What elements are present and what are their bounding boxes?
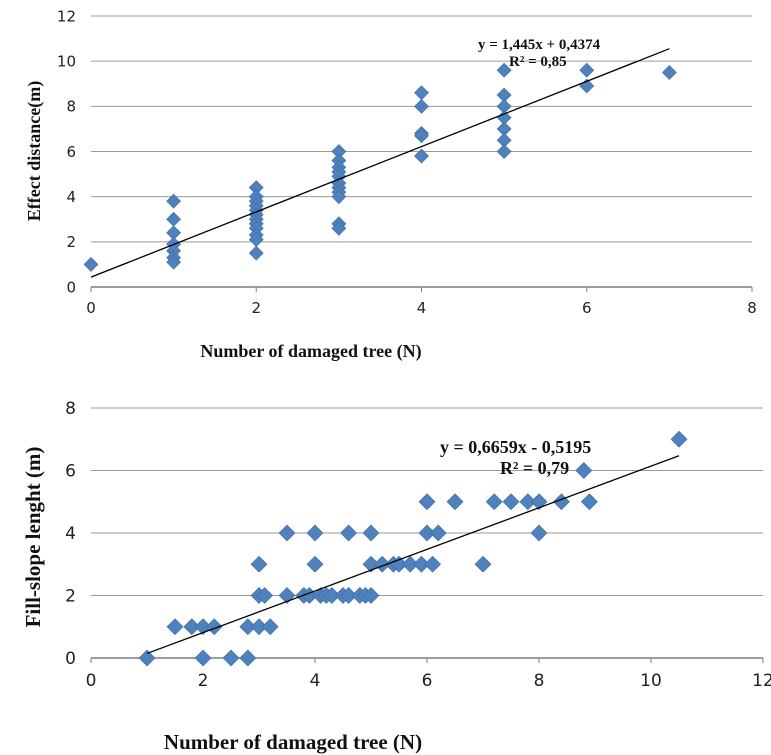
x-tick-label: 6 <box>422 671 433 691</box>
effect-distance-scatter-chart: 0 2 4 6 8 10 12 0 2 4 6 8 y = 1,445x + 0,4374 R² =… <box>24 7 757 362</box>
data-point <box>278 524 296 542</box>
y-tick-label: 4 <box>66 188 76 206</box>
data-point <box>418 493 436 511</box>
r-squared-label: R² = 0,85 <box>509 54 567 70</box>
data-point <box>239 649 257 667</box>
data-point <box>414 128 429 144</box>
x-tick-label: 4 <box>310 671 321 691</box>
x-tick-label: 10 <box>640 671 662 691</box>
y-tick-label: 0 <box>65 649 76 669</box>
data-point <box>248 245 264 261</box>
data-point <box>412 555 430 573</box>
data-point <box>166 193 182 209</box>
data-point <box>414 85 429 101</box>
data-point <box>575 462 593 479</box>
data-point <box>323 587 341 604</box>
x-tick-label: 8 <box>747 299 757 317</box>
data-point <box>670 430 688 448</box>
y-tick-label: 8 <box>65 399 76 419</box>
x-tick-labels: 0 2 4 6 8 <box>86 287 757 317</box>
r-squared-label: R² = 0,79 <box>500 458 569 478</box>
y-tick-label: 4 <box>65 524 76 544</box>
data-point <box>194 649 212 667</box>
data-point <box>256 587 274 604</box>
data-point <box>306 555 324 573</box>
data-point <box>502 493 520 511</box>
trend-equation: y = 1,445x + 0,4374 <box>478 37 601 53</box>
data-point <box>418 524 436 542</box>
x-tick-labels: 0 2 4 6 8 10 12 <box>86 658 771 691</box>
x-tick-label: 12 <box>752 671 771 691</box>
data-point <box>496 62 512 78</box>
x-tick-label: 0 <box>86 299 96 317</box>
data-point <box>446 493 464 511</box>
x-tick-label: 6 <box>582 299 592 317</box>
data-point <box>306 524 324 542</box>
data-point <box>166 211 182 227</box>
data-point <box>166 254 182 270</box>
data-point <box>580 493 598 511</box>
data-point <box>474 555 492 573</box>
x-tick-label: 4 <box>417 299 427 317</box>
x-axis-title: Number of damaged tree (N) <box>164 730 422 754</box>
data-point <box>340 524 358 542</box>
data-point <box>183 618 201 636</box>
data-point <box>222 649 240 667</box>
data-point <box>519 493 537 511</box>
trend-line <box>90 48 670 278</box>
data-point <box>331 220 347 236</box>
x-tick-label: 8 <box>534 671 545 691</box>
data-point <box>414 98 429 114</box>
data-point <box>250 618 268 636</box>
x-tick-label: 0 <box>86 671 97 691</box>
y-tick-label: 6 <box>65 461 76 481</box>
data-point <box>83 256 99 272</box>
data-point <box>579 62 595 78</box>
data-point <box>485 493 503 511</box>
x-axis-title: Number of damaged tree (N) <box>200 341 421 362</box>
data-point <box>250 555 268 573</box>
y-tick-labels: 0 2 4 6 8 <box>65 399 76 669</box>
data-point <box>401 555 419 573</box>
data-point <box>239 618 257 636</box>
y-tick-label: 6 <box>66 143 76 161</box>
data-point <box>530 524 548 542</box>
y-tick-label: 12 <box>57 7 76 25</box>
data-point <box>362 587 380 604</box>
data-points <box>138 430 688 667</box>
data-points <box>83 62 677 272</box>
data-point <box>496 144 512 159</box>
data-point <box>166 618 184 636</box>
y-axis-title: Fill-slope lenght (m) <box>21 447 45 628</box>
y-tick-label: 2 <box>65 586 76 606</box>
y-tick-label: 2 <box>66 233 76 251</box>
x-tick-label: 2 <box>251 299 261 317</box>
data-point <box>261 618 279 636</box>
fill-slope-length-scatter-chart: 0 2 4 6 8 0 2 4 6 8 10 12 y = 0,6659x - 0,5195 R² … <box>21 399 771 754</box>
data-point <box>414 148 429 164</box>
data-point <box>661 65 677 80</box>
y-tick-label: 10 <box>57 52 76 70</box>
data-point <box>362 524 380 542</box>
y-tick-label: 8 <box>66 98 76 116</box>
y-tick-label: 0 <box>66 278 76 296</box>
trend-line <box>146 455 680 655</box>
data-point <box>424 555 442 573</box>
data-point <box>331 189 347 205</box>
data-point <box>138 649 156 667</box>
data-point <box>205 618 223 636</box>
trend-equation: y = 0,6659x - 0,5195 <box>440 437 591 457</box>
data-point <box>373 555 391 573</box>
data-point <box>340 587 358 604</box>
x-tick-label: 2 <box>198 671 209 691</box>
y-tick-labels: 0 2 4 6 8 10 12 <box>57 7 76 296</box>
data-point <box>429 524 447 542</box>
y-axis-title: Effect distance(m) <box>24 81 45 221</box>
